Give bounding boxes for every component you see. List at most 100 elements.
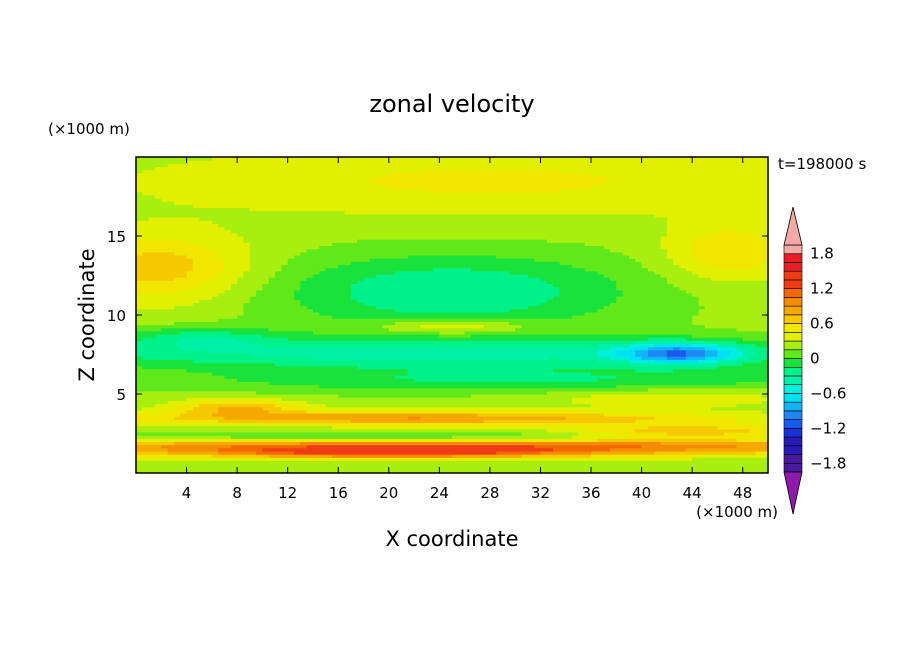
field-cell-317 [300, 302, 365, 307]
field-cell-497 [692, 242, 768, 247]
field-cell-22 [540, 450, 592, 455]
field-cell-321 [698, 302, 768, 307]
colorbar-swatch [783, 445, 803, 455]
field-cell-316 [243, 302, 301, 307]
field-cell-437 [136, 261, 194, 266]
field-cell-131 [338, 394, 472, 398]
field-cell-557 [603, 182, 768, 187]
field-cell-209 [136, 349, 207, 354]
field-cell-122 [275, 400, 308, 405]
field-cell-181 [761, 359, 768, 363]
field-cell-222 [136, 346, 181, 351]
field-cell-377 [300, 280, 358, 284]
field-cell-251 [180, 337, 238, 341]
colorbar-swatch [783, 436, 803, 447]
field-cell-336 [616, 296, 700, 300]
field-cell-448 [136, 258, 194, 262]
field-cell-304 [597, 308, 700, 313]
field-cell-174 [192, 359, 598, 363]
field-cell-62 [591, 428, 636, 433]
field-cell-275 [136, 324, 384, 329]
field-cell-267 [439, 330, 466, 335]
field-cell-145 [736, 381, 768, 386]
field-cell-504 [692, 239, 768, 243]
field-cell-424 [647, 267, 687, 272]
field-cell-360 [350, 286, 561, 291]
field-cell-160 [407, 368, 554, 373]
field-cell-499 [186, 239, 245, 243]
field-cell-93 [136, 409, 162, 414]
field-cell-356 [192, 286, 232, 291]
field-cell-155 [211, 371, 409, 376]
field-cell-264 [180, 330, 232, 335]
field-cell-116 [325, 403, 592, 408]
field-cell-144 [268, 381, 737, 386]
field-cell-528 [666, 220, 768, 224]
field-cell-186 [559, 356, 611, 360]
field-cell-248 [736, 340, 768, 345]
field-cell-547 [136, 191, 143, 196]
field-cell-115 [294, 403, 327, 408]
field-cell-354 [685, 289, 768, 294]
field-cell-525 [666, 223, 768, 228]
field-cell-90 [477, 412, 605, 417]
field-cell-245 [249, 340, 636, 345]
field-cell-78 [736, 419, 768, 424]
field-cell-340 [256, 292, 295, 297]
field-cell-426 [136, 264, 194, 269]
field-cell-438 [192, 261, 226, 266]
field-cell-57 [616, 431, 668, 436]
field-cell-431 [338, 264, 573, 269]
field-cell-263 [136, 330, 181, 335]
field-cell-548 [142, 191, 768, 196]
field-cell-387 [306, 277, 365, 281]
field-cell-361 [559, 286, 617, 291]
field-cell-21 [496, 450, 542, 455]
field-cell-265 [230, 330, 314, 335]
x-axis-unit: (×1000 m) [696, 503, 778, 521]
field-cell-273 [515, 327, 737, 332]
field-cell-491 [136, 242, 200, 247]
field-cell-178 [698, 359, 719, 363]
field-cell-414 [692, 270, 768, 275]
field-cell-11 [331, 454, 453, 458]
field-cell-519 [736, 229, 768, 234]
field-cell-508 [698, 236, 763, 240]
field-cell-522 [666, 226, 768, 231]
field-cell-363 [679, 286, 768, 291]
field-cell-63 [635, 428, 750, 433]
field-cell-241 [736, 343, 756, 348]
field-cell-529 [136, 217, 150, 221]
field-cell-537 [136, 207, 251, 212]
field-cell-482 [666, 248, 693, 253]
field-cell-134 [761, 394, 768, 398]
field-cell-282 [173, 321, 396, 326]
field-cell-228 [679, 346, 706, 351]
field-cell-188 [628, 356, 643, 360]
colorbar-swatch [783, 244, 803, 255]
field-cell-506 [243, 236, 662, 240]
field-cell-403 [698, 273, 768, 278]
field-cell-464 [496, 254, 630, 259]
field-cell-561 [136, 175, 377, 180]
field-cell-439 [224, 261, 251, 266]
field-cell-311 [527, 305, 605, 310]
field-cell-320 [610, 302, 700, 307]
field-cell-4 [136, 457, 308, 461]
field-cell-416 [192, 267, 226, 272]
field-cell-532 [666, 217, 768, 221]
field-cell-348 [224, 289, 257, 294]
field-cell-309 [306, 305, 377, 310]
field-cell-369 [350, 283, 554, 288]
field-cell-81 [224, 416, 409, 420]
colorbar-tick-label: 1.8 [810, 245, 834, 263]
field-cell-286 [136, 318, 219, 322]
field-cell-36 [306, 444, 535, 449]
field-cell-454 [534, 258, 636, 262]
field-cell-224 [610, 346, 630, 351]
field-cell-376 [268, 280, 301, 284]
field-cell-297 [584, 311, 700, 316]
field-cell-432 [572, 264, 643, 269]
field-cell-198 [597, 352, 617, 357]
